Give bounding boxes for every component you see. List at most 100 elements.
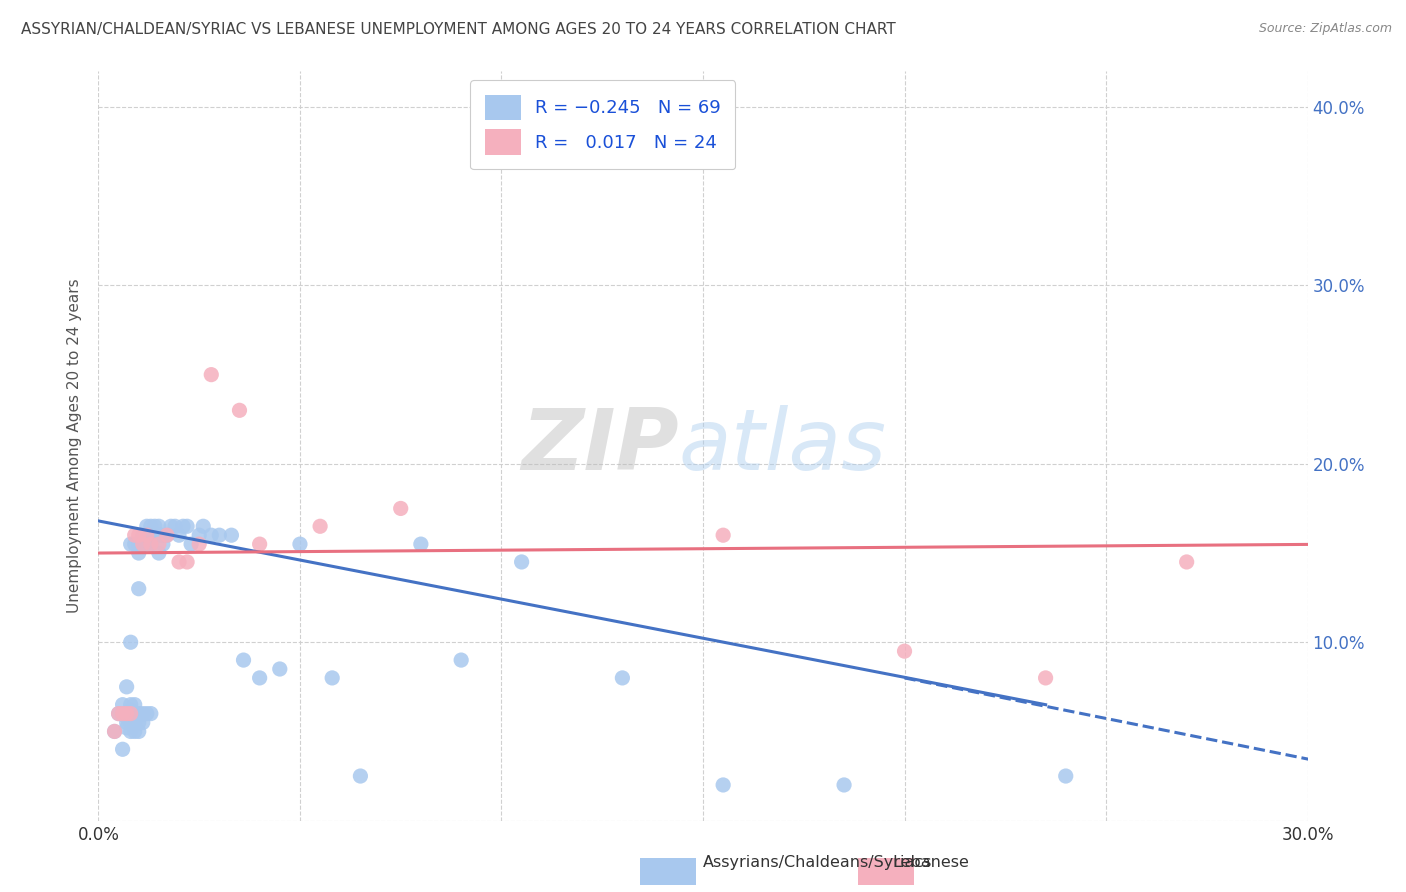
Point bbox=[309, 519, 332, 533]
Point bbox=[176, 519, 198, 533]
Point bbox=[111, 706, 134, 721]
Point bbox=[167, 555, 190, 569]
Point bbox=[156, 528, 179, 542]
Point bbox=[160, 519, 183, 533]
Point bbox=[221, 528, 243, 542]
Point bbox=[120, 715, 142, 730]
Point bbox=[269, 662, 291, 676]
Point bbox=[135, 706, 157, 721]
Point bbox=[321, 671, 343, 685]
Point bbox=[128, 528, 150, 542]
Point bbox=[172, 519, 194, 533]
Text: atlas: atlas bbox=[679, 404, 887, 488]
Point bbox=[139, 706, 162, 721]
Point bbox=[111, 706, 134, 721]
Text: ASSYRIAN/CHALDEAN/SYRIAC VS LEBANESE UNEMPLOYMENT AMONG AGES 20 TO 24 YEARS CORR: ASSYRIAN/CHALDEAN/SYRIAC VS LEBANESE UNE… bbox=[21, 22, 896, 37]
Point bbox=[1054, 769, 1077, 783]
Point bbox=[107, 706, 129, 721]
Y-axis label: Unemployment Among Ages 20 to 24 years: Unemployment Among Ages 20 to 24 years bbox=[67, 278, 83, 614]
Point bbox=[163, 519, 186, 533]
Point bbox=[128, 706, 150, 721]
Point bbox=[132, 706, 155, 721]
Point bbox=[893, 644, 915, 658]
Point bbox=[128, 715, 150, 730]
Point bbox=[711, 778, 734, 792]
Point bbox=[208, 528, 231, 542]
Point bbox=[120, 703, 142, 717]
Point bbox=[612, 671, 634, 685]
Point bbox=[148, 537, 170, 551]
Point bbox=[115, 710, 138, 724]
Point bbox=[152, 537, 174, 551]
Point bbox=[139, 537, 162, 551]
Point bbox=[124, 528, 146, 542]
Point bbox=[349, 769, 371, 783]
Point bbox=[143, 528, 166, 542]
Point bbox=[450, 653, 472, 667]
Point bbox=[143, 519, 166, 533]
Point bbox=[111, 698, 134, 712]
Point bbox=[115, 715, 138, 730]
Point bbox=[103, 724, 125, 739]
Point bbox=[135, 519, 157, 533]
Point bbox=[200, 528, 222, 542]
Point bbox=[510, 555, 533, 569]
Point bbox=[139, 537, 162, 551]
Point bbox=[167, 528, 190, 542]
Point bbox=[135, 537, 157, 551]
Point bbox=[132, 528, 155, 542]
Legend: R = −0.245   N = 69, R =   0.017   N = 24: R = −0.245 N = 69, R = 0.017 N = 24 bbox=[470, 80, 735, 169]
Point bbox=[120, 537, 142, 551]
Point bbox=[115, 706, 138, 721]
Text: Source: ZipAtlas.com: Source: ZipAtlas.com bbox=[1258, 22, 1392, 36]
Point bbox=[120, 635, 142, 649]
Point bbox=[128, 724, 150, 739]
Point bbox=[148, 528, 170, 542]
Point bbox=[107, 706, 129, 721]
Point bbox=[152, 528, 174, 542]
Point bbox=[249, 537, 271, 551]
Point bbox=[176, 555, 198, 569]
Point bbox=[148, 519, 170, 533]
Point bbox=[111, 742, 134, 756]
Point bbox=[132, 537, 155, 551]
Point bbox=[156, 528, 179, 542]
Point bbox=[832, 778, 855, 792]
Point bbox=[1175, 555, 1198, 569]
Point bbox=[139, 519, 162, 533]
Point bbox=[389, 501, 412, 516]
Point bbox=[148, 546, 170, 560]
Point bbox=[124, 715, 146, 730]
Text: Assyrians/Chaldeans/Syriacs: Assyrians/Chaldeans/Syriacs bbox=[703, 855, 932, 870]
Text: ZIP: ZIP bbox=[522, 404, 679, 488]
Point bbox=[128, 537, 150, 551]
Point bbox=[132, 715, 155, 730]
Point bbox=[228, 403, 250, 417]
Point bbox=[124, 706, 146, 721]
Point bbox=[188, 528, 211, 542]
Point bbox=[124, 724, 146, 739]
Point bbox=[124, 537, 146, 551]
Point bbox=[200, 368, 222, 382]
Point bbox=[128, 546, 150, 560]
Point bbox=[135, 528, 157, 542]
Point bbox=[115, 680, 138, 694]
Point bbox=[120, 724, 142, 739]
Text: Lebanese: Lebanese bbox=[893, 855, 970, 870]
Point bbox=[120, 706, 142, 721]
Point bbox=[115, 721, 138, 735]
Point bbox=[188, 537, 211, 551]
Point bbox=[139, 528, 162, 542]
Point bbox=[193, 519, 215, 533]
Point bbox=[128, 582, 150, 596]
Point bbox=[288, 537, 311, 551]
Point bbox=[232, 653, 254, 667]
Point bbox=[120, 698, 142, 712]
Point bbox=[711, 528, 734, 542]
Point bbox=[180, 537, 202, 551]
Point bbox=[409, 537, 432, 551]
Point bbox=[249, 671, 271, 685]
Point bbox=[103, 724, 125, 739]
Point bbox=[132, 537, 155, 551]
Point bbox=[1035, 671, 1057, 685]
